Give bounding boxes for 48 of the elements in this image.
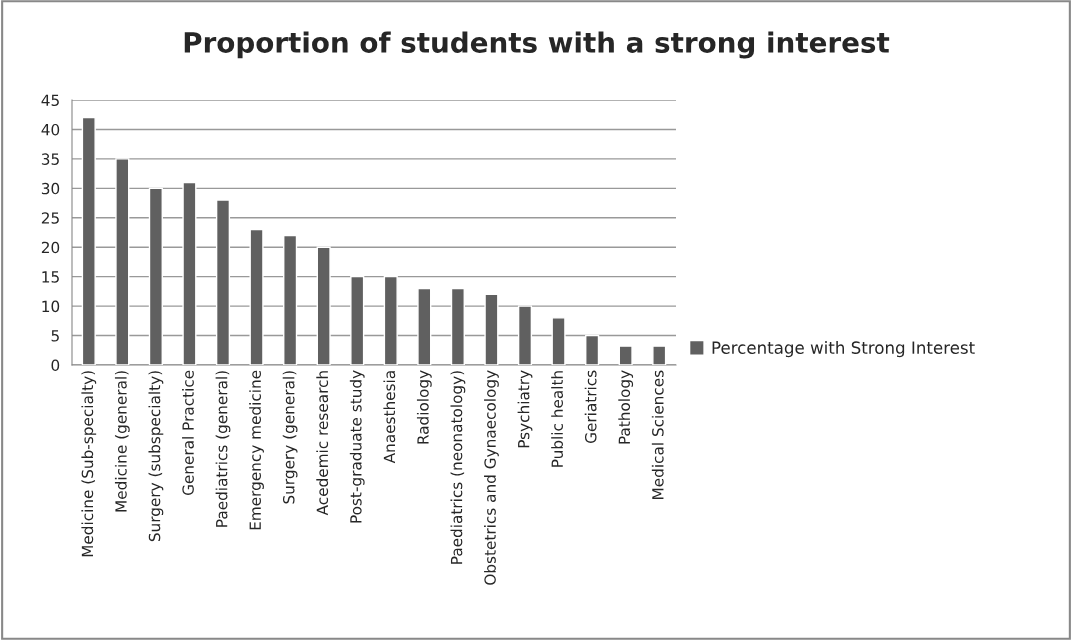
bar [618, 345, 633, 365]
y-tick-label: 45 [41, 94, 59, 107]
x-tick-label: Public health [551, 371, 563, 467]
x-tick-label: Surgery (subspecialty) [148, 371, 164, 542]
x-tick-label: Pathology [618, 370, 634, 444]
bar [182, 181, 197, 365]
bar [115, 158, 130, 365]
y-tick-label: 30 [41, 182, 60, 195]
x-tick-label: Medicine (general) [114, 371, 130, 512]
x-tick-label: Emergency medicine [249, 370, 264, 530]
bar [148, 187, 163, 365]
x-tick-label: Surgery (general) [282, 371, 298, 504]
bar [316, 246, 331, 365]
bar [517, 305, 533, 365]
bar [283, 234, 298, 365]
y-tick-label: 10 [42, 300, 60, 313]
x-tick-label: Medicine (Sub-specialty) [81, 371, 97, 557]
x-tick-label: Acedemic research [316, 371, 329, 516]
y-tick-label: 20 [41, 241, 60, 254]
bar [215, 199, 231, 365]
y-tick-label: 40 [41, 123, 60, 136]
y-tick-label: 5 [51, 330, 59, 342]
bar [350, 275, 365, 365]
bar [585, 334, 600, 365]
chart-title: Proportion of students with a strong interest [184, 31, 890, 59]
x-tick-label: Paediatrics (neonatology) [450, 371, 466, 564]
bar [652, 345, 667, 365]
x-tick-label: Psychiatry [517, 370, 533, 448]
legend-label: Percentage with Strong Interest [712, 341, 975, 358]
x-tick-label: Paediatrics (general) [215, 371, 231, 527]
bar [484, 293, 499, 365]
x-tick-label: Anaesthesia [383, 371, 396, 464]
bar [81, 116, 96, 365]
x-tick-label: Radiology [416, 370, 432, 444]
x-tick-label: Post-graduate study [349, 370, 365, 523]
bar [249, 228, 264, 365]
y-tick-label: 0 [51, 359, 60, 372]
x-tick-label: Obstetrics and Gynaecology [484, 370, 499, 585]
y-tick-label: 35 [41, 153, 59, 165]
y-tick-label: 25 [41, 212, 59, 224]
bar [450, 287, 465, 365]
y-tick-label: 15 [42, 271, 59, 283]
x-tick-label: Medical Sciences [651, 370, 664, 499]
x-tick-label: Geriatrics [584, 370, 597, 443]
bar [417, 287, 432, 365]
bar [383, 275, 398, 365]
bar [551, 317, 566, 365]
x-tick-label: General Practice [182, 370, 194, 496]
